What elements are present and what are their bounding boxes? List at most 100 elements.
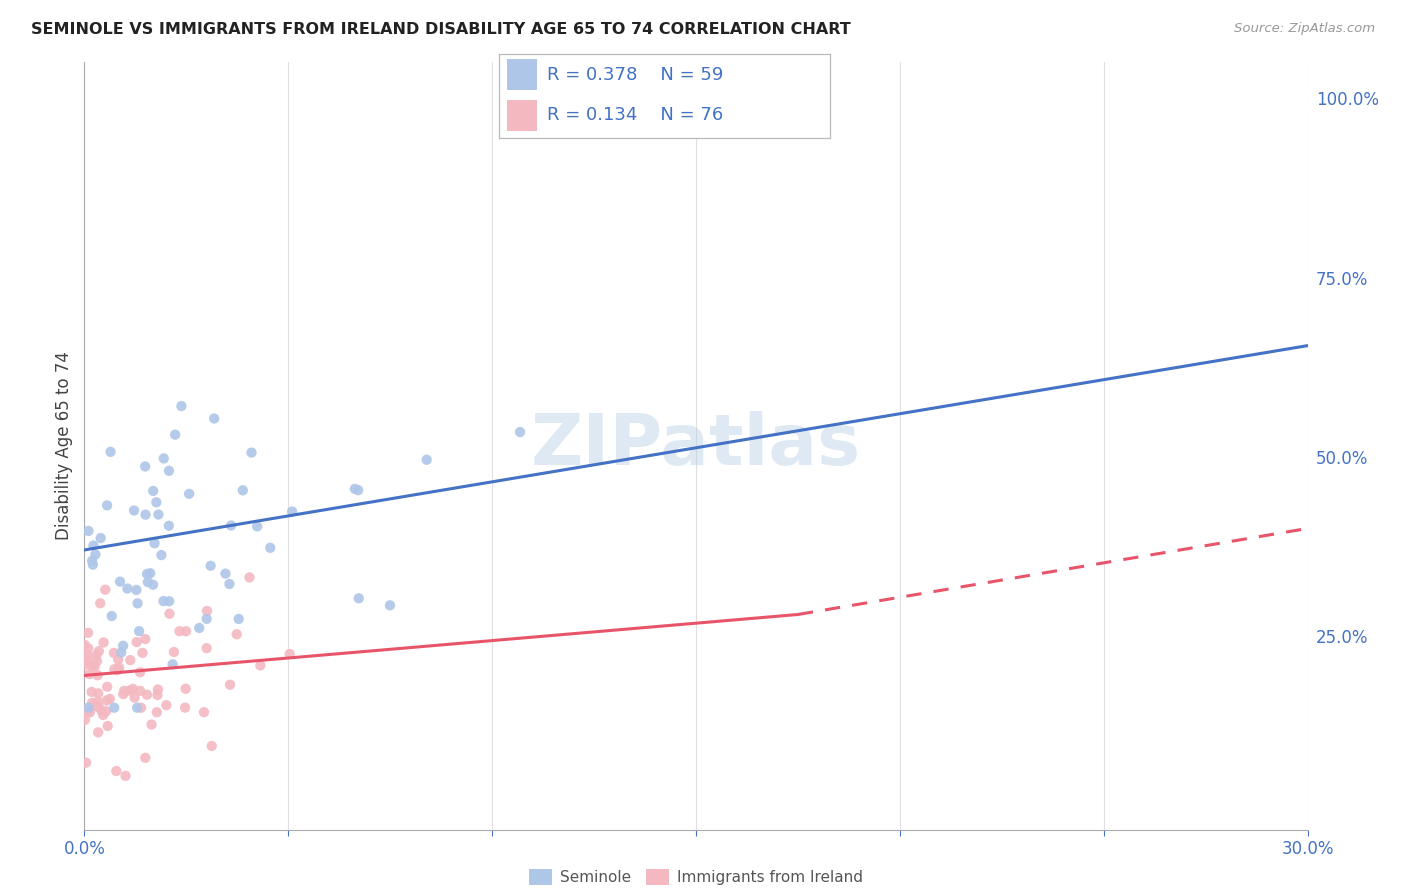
Point	[135, 508, 157, 522]
Point	[105, 663, 128, 677]
Point	[90, 531, 112, 545]
Point	[94, 582, 117, 597]
Point	[77, 641, 100, 656]
Point	[174, 681, 197, 696]
Point	[157, 464, 180, 478]
Point	[162, 657, 184, 672]
Point	[80, 696, 103, 710]
Point	[129, 700, 152, 714]
Point	[87, 699, 110, 714]
Bar	[508, 60, 537, 90]
Point	[163, 645, 186, 659]
Y-axis label: Disability Age 65 to 74: Disability Age 65 to 74	[55, 351, 73, 541]
Point	[142, 578, 165, 592]
Point	[112, 639, 135, 653]
Point	[343, 482, 366, 496]
Text: Source: ZipAtlas.com: Source: ZipAtlas.com	[1234, 22, 1375, 36]
Point	[112, 684, 135, 698]
Point	[110, 646, 132, 660]
Point	[202, 411, 225, 425]
Point	[240, 445, 263, 459]
Point	[509, 425, 531, 439]
Point	[77, 524, 100, 538]
Point	[86, 668, 108, 682]
Point	[129, 683, 152, 698]
Point	[188, 621, 211, 635]
Point	[90, 704, 112, 718]
Point	[347, 591, 370, 606]
Point	[228, 612, 250, 626]
Point	[73, 713, 96, 727]
Point	[108, 574, 131, 589]
Point	[157, 518, 180, 533]
Point	[122, 503, 145, 517]
Point	[80, 685, 103, 699]
Point	[148, 508, 170, 522]
Point	[117, 582, 139, 596]
Point	[87, 725, 110, 739]
Point	[77, 700, 100, 714]
Point	[91, 708, 114, 723]
Point	[96, 693, 118, 707]
Point	[125, 582, 148, 597]
Point	[107, 652, 129, 666]
Point	[200, 558, 222, 573]
Point	[73, 658, 96, 673]
Point	[134, 632, 156, 646]
Point	[136, 688, 159, 702]
Point	[108, 661, 131, 675]
Point	[84, 548, 107, 562]
Point	[193, 705, 215, 719]
Point	[94, 704, 117, 718]
Point	[146, 688, 169, 702]
Point	[125, 635, 148, 649]
Point	[87, 644, 110, 658]
Point	[136, 575, 159, 590]
Text: R = 0.378    N = 59: R = 0.378 N = 59	[547, 66, 724, 84]
Point	[96, 499, 118, 513]
Point	[143, 536, 166, 550]
Point	[98, 691, 121, 706]
Point	[75, 704, 97, 718]
Point	[179, 487, 201, 501]
Point	[77, 625, 100, 640]
Point	[152, 594, 174, 608]
Point	[152, 451, 174, 466]
Bar	[508, 100, 537, 130]
Text: ZIPatlas: ZIPatlas	[531, 411, 860, 481]
Point	[76, 705, 98, 719]
Point	[141, 717, 163, 731]
Point	[82, 558, 104, 572]
Point	[76, 653, 98, 667]
Point	[114, 769, 136, 783]
Point	[278, 647, 301, 661]
Text: R = 0.134    N = 76: R = 0.134 N = 76	[547, 106, 723, 124]
Point	[195, 641, 218, 656]
Point	[129, 665, 152, 680]
Point	[134, 751, 156, 765]
Point	[82, 554, 104, 568]
Point	[100, 445, 122, 459]
Point	[219, 678, 242, 692]
Point	[218, 577, 240, 591]
Point	[131, 646, 153, 660]
Point	[73, 638, 96, 652]
Point	[155, 698, 177, 713]
Point	[157, 594, 180, 608]
Point	[378, 599, 401, 613]
Point	[139, 566, 162, 581]
Point	[75, 756, 97, 770]
Point	[87, 700, 110, 714]
Point	[174, 624, 197, 639]
Point	[347, 483, 370, 498]
Point	[103, 662, 125, 676]
Point	[93, 635, 115, 649]
Point	[259, 541, 281, 555]
Point	[100, 609, 122, 624]
Point	[136, 566, 159, 581]
Point	[415, 452, 437, 467]
Point	[79, 706, 101, 720]
Point	[165, 427, 187, 442]
Point	[249, 658, 271, 673]
Text: SEMINOLE VS IMMIGRANTS FROM IRELAND DISABILITY AGE 65 TO 74 CORRELATION CHART: SEMINOLE VS IMMIGRANTS FROM IRELAND DISA…	[31, 22, 851, 37]
